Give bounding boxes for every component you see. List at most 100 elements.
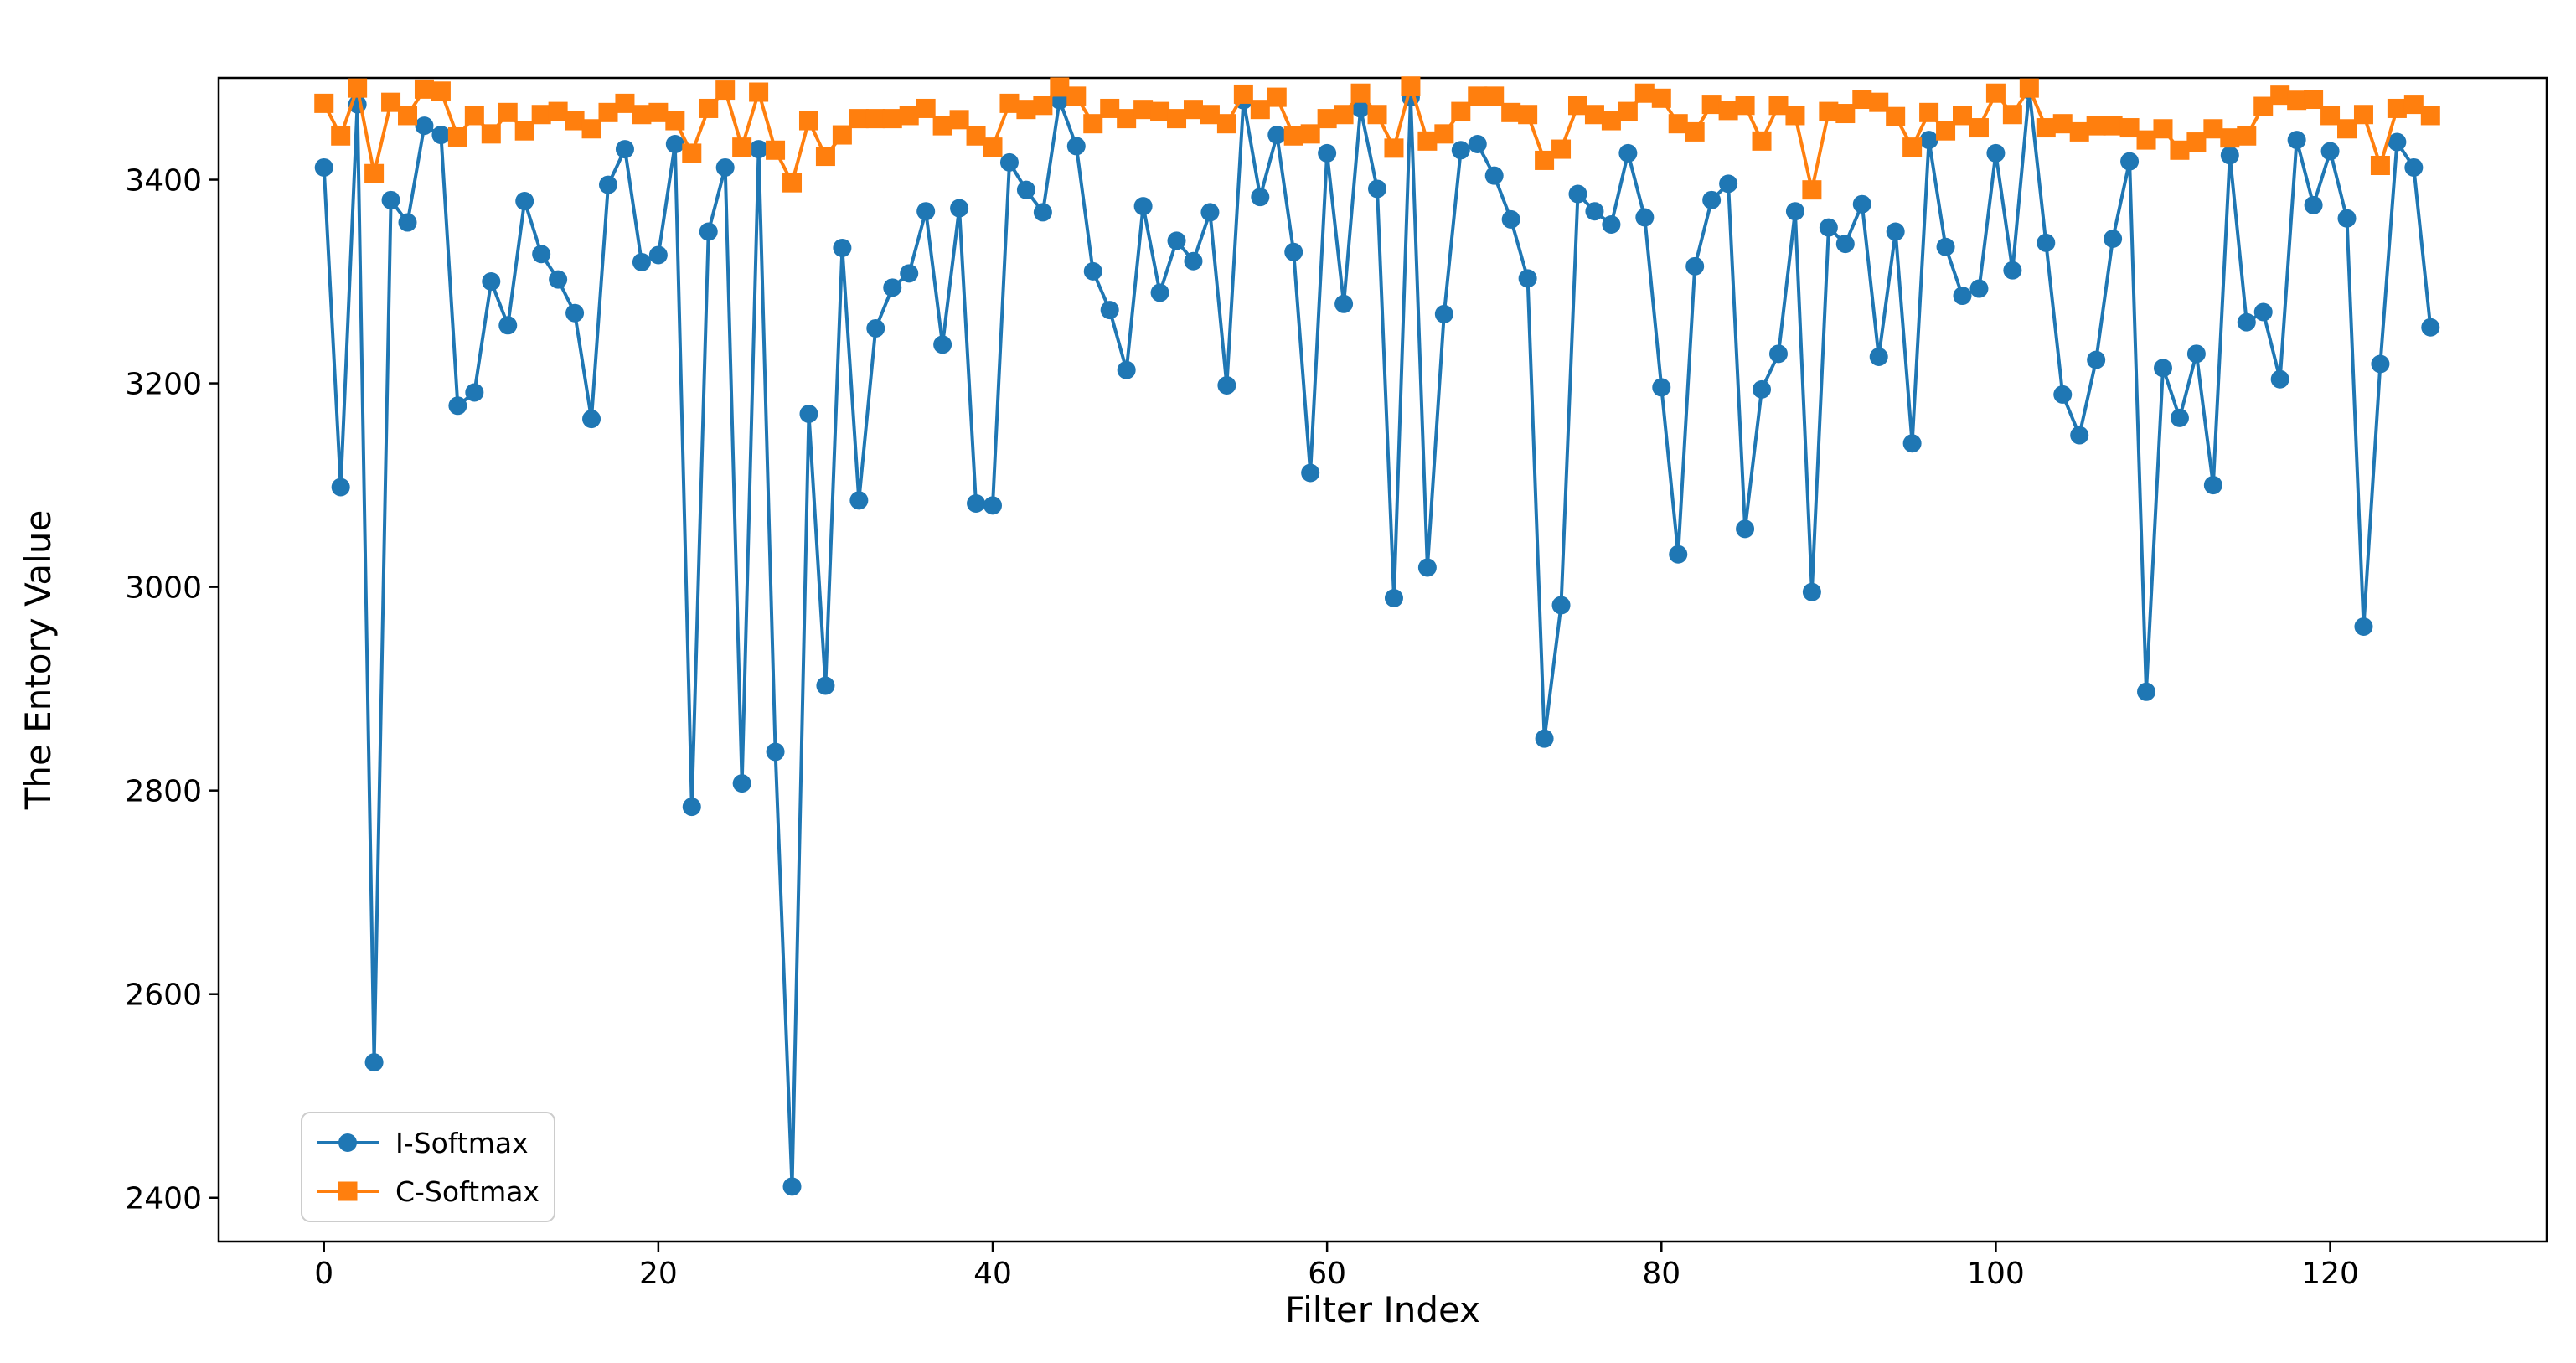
y-tick-label: 3400 bbox=[125, 163, 202, 198]
data-point-circle bbox=[1384, 588, 1403, 607]
data-point-circle bbox=[465, 383, 484, 402]
data-point-circle bbox=[849, 491, 869, 510]
data-point-circle bbox=[1685, 256, 1705, 276]
data-point-circle bbox=[1468, 134, 1487, 153]
axes: 0 20 40 60 80 100 120 2400 2600 2800 3000 3200 3400 F… bbox=[18, 76, 2548, 1330]
data-point-circle bbox=[2421, 318, 2440, 337]
data-point-square bbox=[732, 137, 752, 157]
data-point-circle bbox=[2270, 369, 2289, 389]
data-point-square bbox=[1852, 90, 1872, 110]
data-point-circle bbox=[2153, 359, 2172, 378]
data-point-circle bbox=[1969, 279, 1989, 298]
legend-label: I-Softmax bbox=[395, 1127, 529, 1159]
data-point-circle bbox=[1184, 251, 1203, 271]
data-point-square bbox=[2370, 156, 2390, 176]
data-point-square bbox=[1384, 138, 1404, 158]
data-point-square bbox=[615, 93, 635, 113]
data-point-circle bbox=[615, 140, 634, 159]
data-point-circle bbox=[816, 676, 835, 695]
data-point-square bbox=[932, 116, 952, 136]
data-point-square bbox=[1350, 83, 1371, 103]
data-point-square bbox=[2036, 118, 2056, 138]
data-point-square bbox=[1334, 105, 1354, 125]
data-point-square bbox=[1886, 106, 1906, 126]
data-point-circle bbox=[1301, 463, 1320, 483]
data-point-circle bbox=[648, 245, 668, 265]
data-point-circle bbox=[1200, 203, 1220, 222]
data-point-circle bbox=[1919, 131, 1938, 150]
data-point-circle bbox=[2287, 131, 2306, 150]
y-tick-label: 3000 bbox=[125, 571, 202, 606]
data-point-square bbox=[949, 110, 969, 130]
plot-border bbox=[217, 76, 2548, 1243]
data-point-square bbox=[798, 111, 818, 131]
data-point-square bbox=[766, 140, 786, 160]
data-point-square bbox=[1468, 86, 1488, 106]
data-point-square bbox=[447, 126, 467, 147]
data-point-square bbox=[481, 124, 501, 144]
data-point-square bbox=[464, 106, 484, 126]
data-point-square bbox=[782, 173, 803, 193]
data-point-square bbox=[1601, 111, 1621, 131]
data-point-circle bbox=[2404, 157, 2424, 177]
data-point-circle bbox=[983, 496, 1003, 515]
data-point-square bbox=[1718, 101, 1738, 121]
data-point-circle bbox=[1484, 166, 1504, 185]
data-point-circle bbox=[415, 116, 434, 136]
data-point-square bbox=[699, 98, 719, 118]
data-point-circle bbox=[2070, 426, 2089, 445]
data-point-square bbox=[1567, 96, 1587, 116]
data-point-circle bbox=[448, 396, 467, 416]
x-tick-label: 0 bbox=[314, 1257, 333, 1291]
data-point-circle bbox=[1835, 235, 1855, 254]
data-point-circle bbox=[2137, 682, 2156, 701]
data-point-square bbox=[865, 109, 885, 129]
data-point-circle bbox=[2371, 354, 2390, 374]
data-point-square bbox=[1200, 105, 1220, 125]
data-point-circle bbox=[1066, 137, 1086, 156]
data-point-square bbox=[2220, 128, 2240, 148]
data-point-circle bbox=[2186, 344, 2206, 364]
data-point-circle bbox=[1768, 344, 1788, 364]
data-point-square bbox=[531, 105, 551, 125]
data-point-circle bbox=[2320, 142, 2340, 161]
data-point-circle bbox=[549, 270, 568, 289]
data-point-square bbox=[1584, 105, 1604, 125]
data-point-circle bbox=[732, 774, 751, 793]
data-point-square bbox=[1919, 102, 1939, 122]
data-point-square bbox=[882, 109, 902, 129]
data-point-square bbox=[1802, 180, 1822, 200]
data-point-square bbox=[1819, 101, 1839, 121]
data-point-circle bbox=[1501, 209, 1520, 229]
x-tick-label: 120 bbox=[2301, 1257, 2359, 1291]
legend-marker-square bbox=[338, 1181, 358, 1201]
data-point-circle bbox=[883, 278, 902, 297]
data-point-square bbox=[1133, 100, 1154, 120]
data-point-square bbox=[1985, 83, 2006, 103]
x-axis-label: Filter Index bbox=[1285, 1289, 1480, 1330]
data-point-square bbox=[2170, 140, 2190, 160]
data-point-circle bbox=[1217, 375, 1236, 395]
data-point-circle bbox=[715, 157, 735, 177]
series-c-softmax bbox=[314, 76, 2440, 200]
data-point-circle bbox=[1702, 190, 1722, 209]
data-point-square bbox=[832, 125, 852, 145]
data-point-circle bbox=[782, 1177, 802, 1196]
data-point-square bbox=[1651, 88, 1671, 108]
data-point-square bbox=[2304, 90, 2324, 110]
data-point-circle bbox=[1886, 222, 1905, 241]
data-point-square bbox=[2337, 119, 2357, 139]
data-point-square bbox=[749, 82, 769, 102]
data-point-circle bbox=[665, 134, 684, 153]
legend-box bbox=[301, 1112, 555, 1222]
data-point-circle bbox=[1669, 545, 1688, 564]
data-point-square bbox=[1367, 105, 1387, 125]
data-point-circle bbox=[1434, 304, 1453, 323]
data-point-square bbox=[648, 102, 669, 122]
data-point-square bbox=[2069, 121, 2089, 142]
data-point-square bbox=[1936, 121, 1956, 141]
data-point-circle bbox=[2053, 385, 2073, 404]
data-point-circle bbox=[1267, 126, 1287, 145]
data-point-circle bbox=[381, 190, 400, 209]
